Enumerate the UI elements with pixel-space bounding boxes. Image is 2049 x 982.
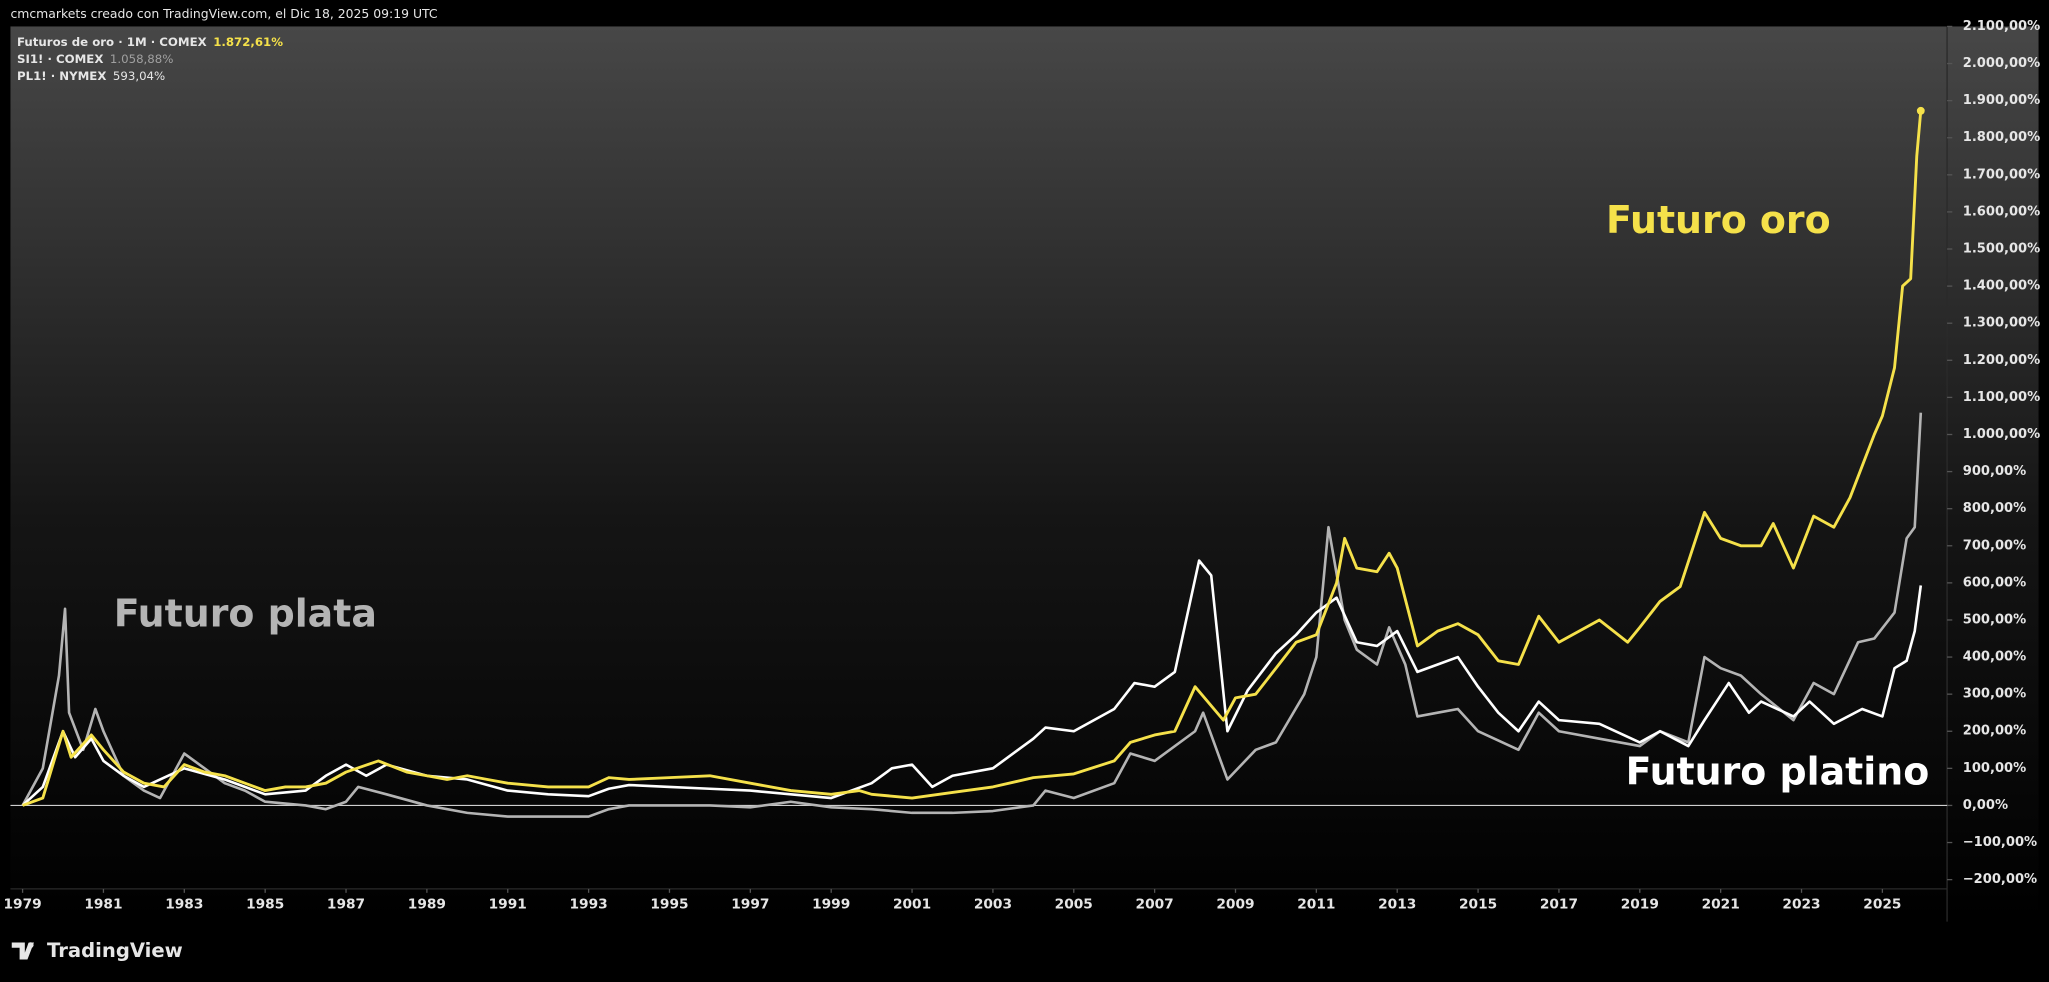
x-tick-label: 2023 <box>1782 897 1820 913</box>
x-tick-label: 2015 <box>1459 897 1497 913</box>
logo: TradingView <box>11 939 183 962</box>
x-tick-label: 2011 <box>1297 897 1335 913</box>
y-tick-label: 1.700,00% <box>1963 167 2040 182</box>
x-tick-label: 1979 <box>3 897 41 913</box>
y-tick-label: 0,00% <box>1963 798 2008 813</box>
x-tick-label: 2007 <box>1136 897 1174 913</box>
y-tick-label: 1.200,00% <box>1963 353 2040 368</box>
y-tick-label: 1.100,00% <box>1963 390 2040 405</box>
y-tick-label: 800,00% <box>1963 501 2026 516</box>
x-tick-label: 1989 <box>408 897 446 913</box>
x-tick-label: 1983 <box>165 897 203 913</box>
legend-entry: PL1! · NYMEX 593,04% <box>17 69 165 83</box>
logo-dot <box>27 942 34 948</box>
y-tick-label: 1.000,00% <box>1963 427 2040 442</box>
x-tick-label: 1987 <box>327 897 365 913</box>
y-tick-label: 500,00% <box>1963 612 2026 627</box>
x-tick-label: 1993 <box>570 897 608 913</box>
legend-name: PL1! · NYMEX <box>17 69 106 83</box>
x-tick-label: 2019 <box>1621 897 1659 913</box>
x-tick-label: 2009 <box>1216 897 1254 913</box>
y-tick-label: 1.300,00% <box>1963 316 2040 331</box>
y-tick-label: −100,00% <box>1963 835 2037 850</box>
y-tick-label: −200,00% <box>1963 872 2037 887</box>
y-tick-label: 300,00% <box>1963 687 2026 702</box>
x-tick-label: 2025 <box>1863 897 1901 913</box>
y-tick-label: 1.400,00% <box>1963 279 2040 294</box>
legend-value: 1.058,88% <box>110 52 174 66</box>
x-tick-label: 1999 <box>812 897 850 913</box>
y-tick-label: 1.900,00% <box>1963 93 2040 108</box>
legend-name: Futuros de oro · 1M · COMEX <box>17 35 207 49</box>
y-tick-label: 1.800,00% <box>1963 130 2040 145</box>
y-tick-label: 1.600,00% <box>1963 204 2040 219</box>
y-tick-label: 2.100,00% <box>1963 19 2040 34</box>
legend-entry: SI1! · COMEX 1.058,88% <box>17 52 173 66</box>
x-tick-label: 2017 <box>1540 897 1578 913</box>
legend-entry: Futuros de oro · 1M · COMEX 1.872,61% <box>17 35 283 49</box>
x-tick-label: 1997 <box>731 897 769 913</box>
y-tick-label: 400,00% <box>1963 650 2026 665</box>
legend-value: 593,04% <box>113 69 165 83</box>
y-tick-label: 2.000,00% <box>1963 56 2040 71</box>
x-tick-label: 1985 <box>246 897 284 913</box>
series-line <box>22 110 1923 807</box>
brand: TradingView <box>47 939 183 962</box>
y-tick-label: 600,00% <box>1963 575 2026 590</box>
attribution: cmcmarkets creado con TradingView.com, e… <box>10 6 437 21</box>
x-tick-label: 2005 <box>1055 897 1093 913</box>
series-line <box>21 559 1923 807</box>
series-line <box>21 412 1923 818</box>
y-tick-label: 1.500,00% <box>1963 242 2040 257</box>
x-tick-label: 1995 <box>650 897 688 913</box>
y-tick-label: 900,00% <box>1963 464 2026 479</box>
annotation: Futuro platino <box>1626 749 1930 793</box>
x-tick-label: 1991 <box>489 897 527 913</box>
x-tick-label: 1981 <box>84 897 122 913</box>
y-tick-label: 200,00% <box>1963 724 2026 739</box>
x-tick-label: 2003 <box>974 897 1012 913</box>
legend-value: 1.872,61% <box>213 35 283 49</box>
y-tick-label: 700,00% <box>1963 538 2026 553</box>
x-tick-label: 2001 <box>893 897 931 913</box>
last-point <box>1916 106 1925 115</box>
annotation: Futuro oro <box>1606 198 1831 242</box>
annotation: Futuro plata <box>114 591 377 635</box>
y-tick-label: 100,00% <box>1963 761 2026 776</box>
x-tick-label: 2013 <box>1378 897 1416 913</box>
legend-name: SI1! · COMEX <box>17 52 103 66</box>
x-tick-label: 2021 <box>1702 897 1740 913</box>
